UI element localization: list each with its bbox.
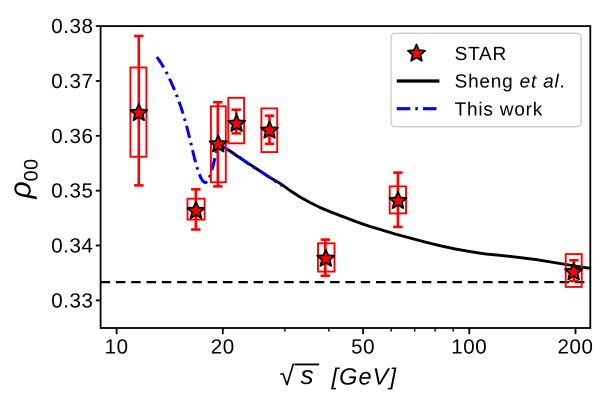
svg-text:0.38: 0.38 xyxy=(51,15,93,38)
svg-text:Sheng et al.: Sheng et al. xyxy=(455,72,566,93)
svg-text:200: 200 xyxy=(557,336,593,359)
svg-text:0.37: 0.37 xyxy=(51,70,93,93)
svg-text:20: 20 xyxy=(211,336,235,359)
svg-text:50: 50 xyxy=(351,336,375,359)
svg-text:√: √ xyxy=(280,361,295,391)
svg-text:0.34: 0.34 xyxy=(51,235,93,258)
svg-text:0.36: 0.36 xyxy=(51,125,93,148)
svg-text:0.35: 0.35 xyxy=(51,180,93,203)
svg-text:This work: This work xyxy=(455,99,543,120)
svg-text:s: s xyxy=(301,360,314,390)
svg-text:10: 10 xyxy=(105,336,129,359)
svg-text:[GeV]: [GeV] xyxy=(331,364,398,390)
svg-text:0.33: 0.33 xyxy=(51,289,93,312)
svg-text:100: 100 xyxy=(451,336,487,359)
svg-text:STAR: STAR xyxy=(455,44,507,65)
